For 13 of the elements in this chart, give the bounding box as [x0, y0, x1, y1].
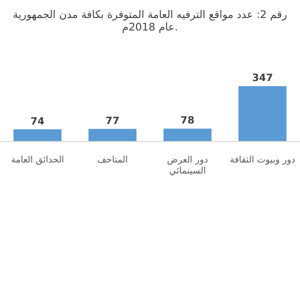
x-tick-label: دور وبيوت الثقافة [230, 156, 296, 166]
bar [14, 129, 62, 141]
bar [88, 128, 136, 141]
x-tick-label: المتاحف [97, 156, 128, 166]
data-label: 347 [252, 73, 273, 84]
x-tick-label: الحدائق العامة [10, 156, 64, 166]
data-label: 78 [180, 116, 194, 127]
x-tick-label: دور العرض السينمائي [167, 156, 208, 176]
chart-title: رقم 2: عدد مواقع الترفيه العامة المتوفرة بكافة مدن الجمهورية عام 2018م. [12, 9, 288, 34]
data-label: 77 [106, 116, 120, 127]
bar [164, 128, 212, 141]
data-label: 74 [30, 116, 44, 128]
bar [238, 86, 286, 141]
